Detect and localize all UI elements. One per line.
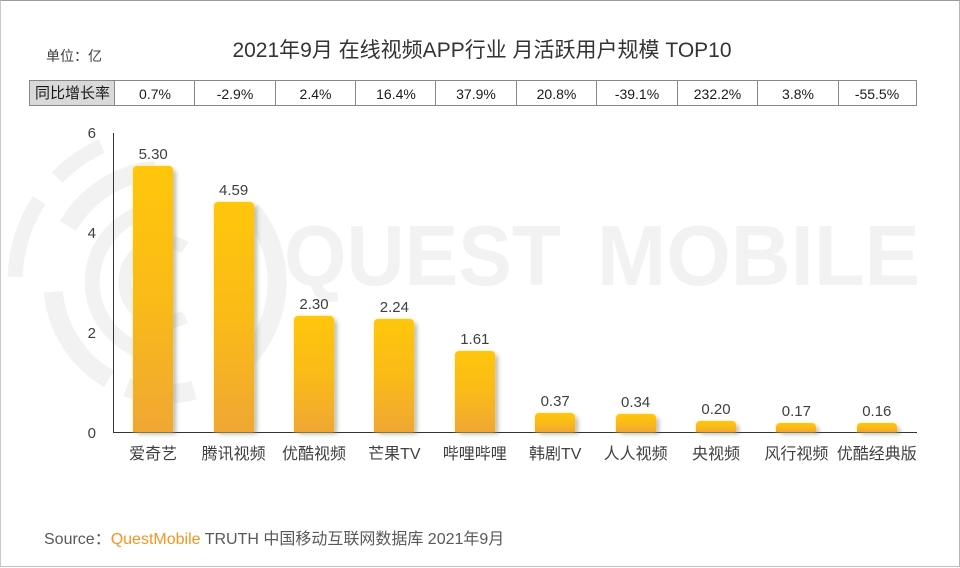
svg-text:MOBILE: MOBILE xyxy=(597,209,920,304)
svg-text:QUEST: QUEST xyxy=(284,209,561,304)
